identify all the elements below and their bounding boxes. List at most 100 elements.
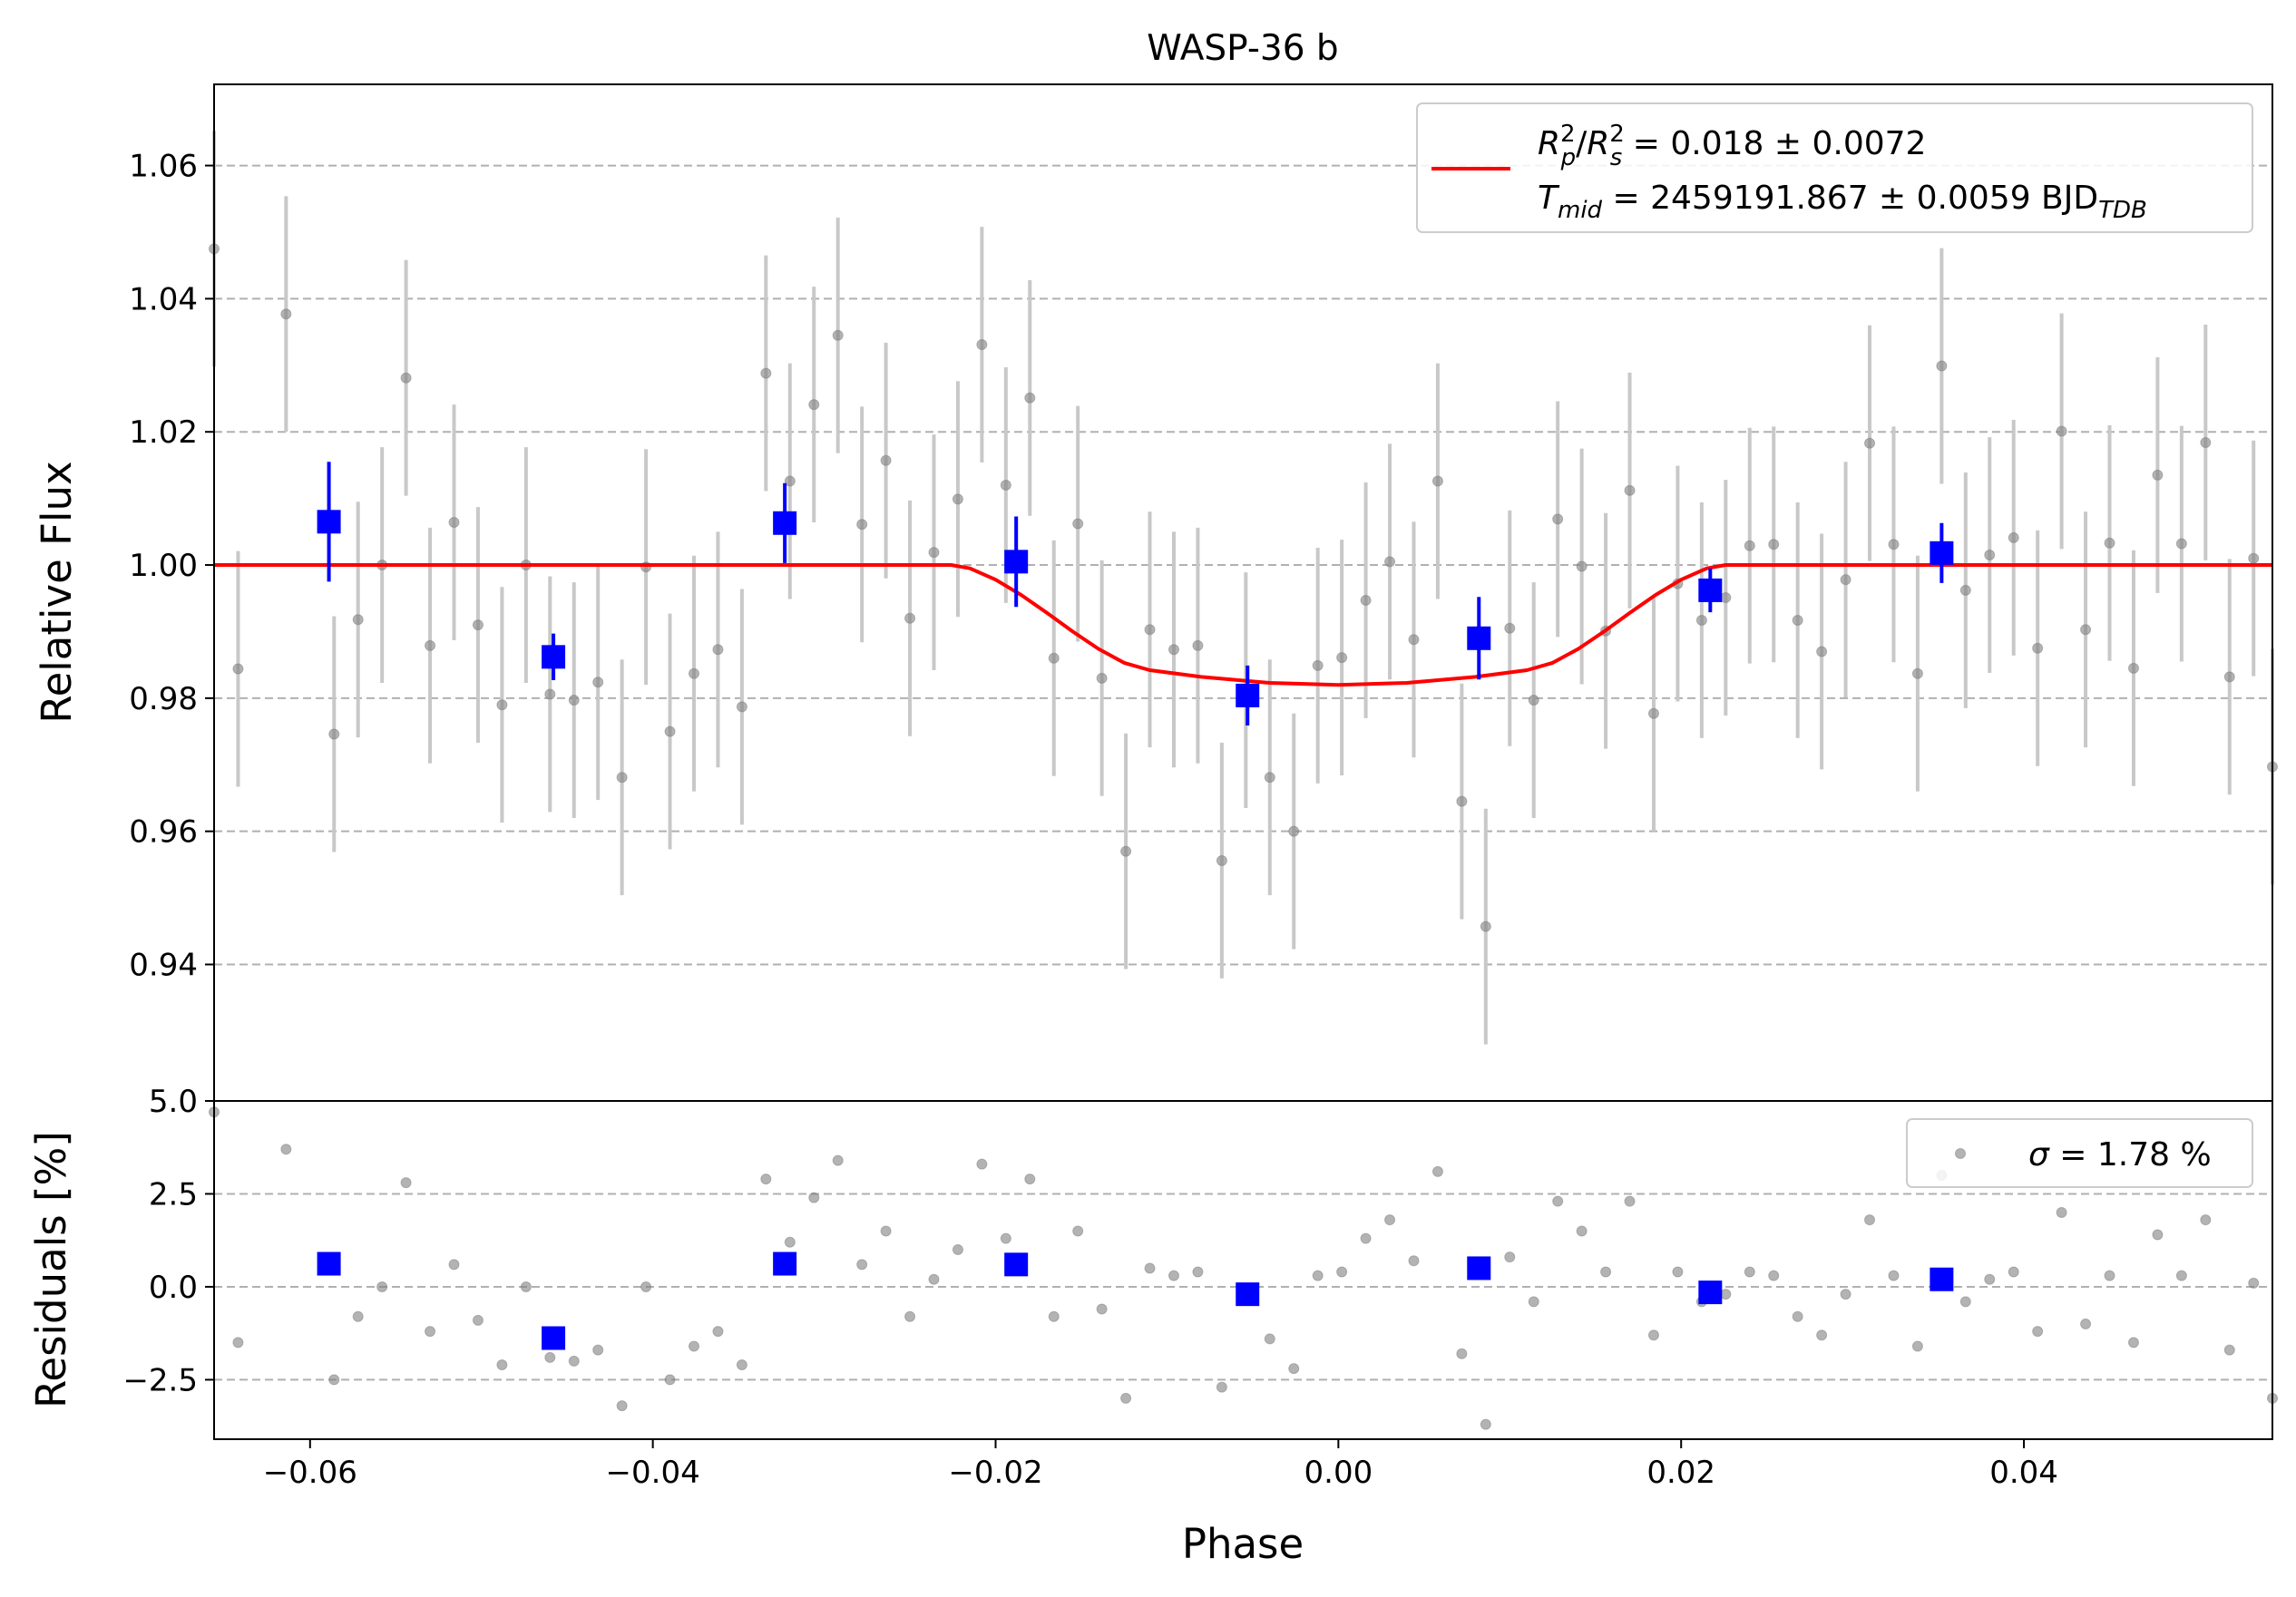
flux-point — [1744, 540, 1755, 551]
flux-point — [328, 728, 340, 740]
flux-point — [1695, 614, 1707, 626]
residual-point — [856, 1259, 868, 1271]
flux-point — [1288, 825, 1300, 837]
flux-point — [1336, 652, 1348, 664]
residual-ytick-label: 0.0 — [149, 1270, 198, 1306]
residual-point — [280, 1144, 292, 1155]
residual-point — [1816, 1329, 1828, 1341]
flux-panel-points — [209, 243, 2278, 932]
residual-point — [2200, 1214, 2212, 1226]
flux-point — [1528, 695, 1539, 706]
flux-point — [448, 517, 460, 529]
flux-point — [1168, 644, 1179, 656]
residual-point — [2223, 1344, 2235, 1356]
flux-point — [2175, 538, 2187, 550]
flux-point — [1768, 539, 1780, 550]
residual-point — [808, 1192, 820, 1203]
residual-point — [1959, 1296, 1971, 1308]
flux-point — [2152, 469, 2164, 481]
residual-point — [472, 1314, 484, 1326]
flux-point — [1000, 479, 1011, 491]
flux-ytick-label: 1.06 — [129, 149, 198, 185]
flux-point — [472, 619, 484, 631]
flux-point — [808, 399, 820, 411]
flux-point — [688, 667, 699, 679]
residual-point — [880, 1225, 892, 1237]
flux-point — [1647, 707, 1659, 719]
residual-ytick-label: 2.5 — [149, 1176, 198, 1212]
residual-point — [1072, 1225, 1084, 1237]
residual-point — [2104, 1270, 2115, 1281]
residual-binned-point — [1004, 1252, 1029, 1277]
residual-point — [1312, 1270, 1324, 1281]
residual-point — [784, 1236, 796, 1248]
binned-point — [1467, 626, 1491, 650]
residual-point — [2056, 1206, 2067, 1218]
phase-xtick-label: 0.02 — [1646, 1455, 1715, 1491]
flux-point — [976, 339, 988, 351]
binned-point — [1930, 540, 1954, 565]
residual-point — [1552, 1195, 1564, 1207]
residual-point — [232, 1337, 244, 1349]
residual-binned-point — [1236, 1282, 1260, 1307]
flux-point — [1192, 639, 1204, 651]
residual-panel-binned — [317, 1251, 1954, 1350]
phase-xtick-label: −0.04 — [606, 1455, 700, 1491]
residual-binned-point — [1930, 1267, 1954, 1291]
residual-point — [928, 1273, 940, 1285]
residual-point — [1528, 1296, 1539, 1308]
residual-point — [1048, 1310, 1060, 1322]
flux-ytick-label: 1.00 — [129, 548, 198, 584]
residual-point — [952, 1243, 963, 1255]
flux-point — [2127, 662, 2139, 674]
residual-point — [1216, 1381, 1227, 1393]
residual-point — [544, 1351, 556, 1363]
flux-point — [496, 699, 508, 711]
residual-point — [1480, 1418, 1491, 1430]
residual-point — [2248, 1277, 2260, 1289]
legend-mid-time: Tmid = 2459191.867 ± 0.0059 BJDTDB — [1538, 180, 2147, 224]
flux-point — [1408, 634, 1420, 646]
residual-point — [1504, 1251, 1516, 1263]
binned-point — [1004, 550, 1029, 574]
flux-point — [1048, 652, 1060, 664]
residual-panel-frame — [213, 1100, 2273, 1440]
residual-point — [1864, 1214, 1876, 1226]
residual-point — [1000, 1232, 1011, 1244]
residual-binned-point — [542, 1326, 566, 1350]
residual-point — [1408, 1255, 1420, 1267]
residual-point — [520, 1281, 532, 1292]
flux-point — [880, 454, 892, 466]
flux-point — [1360, 594, 1372, 606]
flux-point — [712, 644, 724, 656]
flux-point — [856, 519, 868, 531]
flux-point — [1552, 513, 1564, 525]
residual-point — [1576, 1225, 1588, 1237]
phase-xtick-label: −0.02 — [948, 1455, 1042, 1491]
residual-point — [1984, 1273, 1996, 1285]
flux-ytick-label: 0.98 — [129, 681, 198, 717]
flux-point — [1624, 484, 1636, 496]
phase-xtick-label: 0.00 — [1304, 1455, 1373, 1491]
binned-point — [542, 645, 566, 669]
flux-point — [1864, 437, 1876, 449]
residual-point — [1840, 1289, 1851, 1300]
residual-point — [2008, 1266, 2019, 1278]
flux-axis-label: Relative Flux — [33, 461, 81, 723]
flux-point — [2008, 531, 2019, 543]
flux-point — [664, 725, 676, 737]
flux-point — [2104, 537, 2115, 549]
transit-model-line — [214, 563, 2272, 687]
flux-point — [952, 493, 963, 505]
flux-point — [352, 614, 364, 626]
flux-point — [1264, 772, 1275, 784]
residual-point — [1768, 1270, 1780, 1281]
flux-point — [784, 475, 796, 487]
binned-point — [1698, 578, 1723, 602]
flux-legend-box — [1416, 102, 2253, 233]
flux-point — [1216, 854, 1227, 866]
flux-point — [1984, 550, 1996, 561]
residual-point — [1888, 1270, 1900, 1281]
residual-point — [1672, 1266, 1684, 1278]
